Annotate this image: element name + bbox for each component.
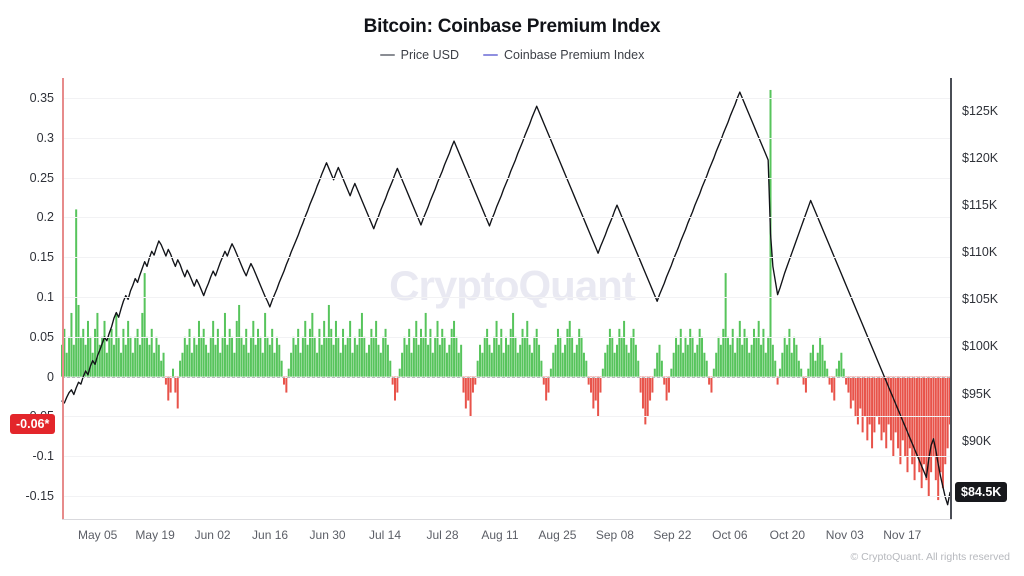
y-tick-right-7: $90K bbox=[962, 433, 992, 448]
y-tick-left-4: 0.15 bbox=[29, 250, 54, 265]
x-tick-12: Oct 20 bbox=[769, 528, 806, 542]
price-line bbox=[61, 91, 951, 506]
series-canvas bbox=[61, 89, 951, 506]
y-tick-left-1: 0.3 bbox=[36, 130, 54, 145]
y-tick-right-5: $100K bbox=[962, 339, 999, 354]
x-tick-2: Jun 02 bbox=[194, 528, 231, 542]
grid-line bbox=[62, 257, 950, 259]
x-tick-11: Oct 06 bbox=[712, 528, 748, 542]
y-tick-left-10: -0.15 bbox=[25, 489, 55, 504]
x-tick-7: Aug 11 bbox=[481, 528, 519, 542]
y-axis-left-line bbox=[62, 78, 64, 520]
x-tick-14: Nov 17 bbox=[883, 528, 922, 542]
grid-line bbox=[62, 177, 950, 179]
copyright-notice: © CryptoQuant. All rights reserved bbox=[850, 551, 1010, 563]
dash-icon bbox=[379, 54, 395, 56]
chart-legend: Price USD Coinbase Premium Index bbox=[0, 48, 1024, 62]
grid-line bbox=[62, 416, 950, 418]
y-tick-right-0: $125K bbox=[962, 103, 999, 118]
x-tick-8: Aug 25 bbox=[538, 528, 577, 542]
y-tick-left-5: 0.1 bbox=[36, 290, 54, 304]
y-tick-right-3: $110K bbox=[962, 245, 998, 260]
y-tick-right-1: $120K bbox=[962, 151, 999, 166]
x-tick-13: Nov 03 bbox=[825, 528, 864, 542]
grid-line bbox=[62, 336, 950, 338]
page-title: Bitcoin: Coinbase Premium Index bbox=[363, 16, 661, 37]
x-axis-line bbox=[62, 519, 952, 520]
premium-bars bbox=[61, 89, 951, 501]
grid-line bbox=[62, 456, 950, 458]
y-tick-right-4: $105K bbox=[962, 292, 999, 307]
legend-label-price: Price USD bbox=[400, 48, 459, 62]
x-tick-5: Jul 14 bbox=[368, 528, 402, 542]
y-tick-left-9: -0.1 bbox=[32, 449, 54, 464]
legend-item-premium[interactable]: Coinbase Premium Index bbox=[482, 48, 645, 62]
grid-line bbox=[62, 496, 950, 498]
zero-line bbox=[62, 376, 950, 378]
x-tick-4: Jun 30 bbox=[309, 528, 346, 542]
grid-line bbox=[62, 137, 950, 139]
x-tick-10: Sep 22 bbox=[653, 528, 692, 542]
y-axis-right-labels: $125K $120K $115K $110K $105K $100K $95K $90K bbox=[962, 0, 1024, 576]
y-tick-left-2: 0.25 bbox=[29, 170, 54, 185]
plot-area[interactable] bbox=[61, 78, 951, 516]
legend-item-price[interactable]: Price USD bbox=[379, 48, 459, 62]
y-tick-right-2: $115K bbox=[962, 198, 998, 213]
dash-icon bbox=[482, 54, 498, 56]
grid-line bbox=[62, 297, 950, 298]
y-axis-left-labels: 0.350.30.250.20.150.10.050-0.05-0.1-0.15 bbox=[0, 0, 55, 576]
x-tick-3: Jun 16 bbox=[252, 528, 289, 542]
y-tick-left-6: 0.05 bbox=[29, 329, 54, 344]
y-axis-right-line bbox=[950, 78, 952, 520]
grid-line bbox=[62, 97, 950, 99]
legend-label-premium: Coinbase Premium Index bbox=[503, 48, 645, 62]
premium-value-badge: -0.06* bbox=[10, 414, 56, 435]
y-tick-right-6: $95K bbox=[962, 386, 992, 401]
y-tick-left-3: 0.2 bbox=[36, 210, 54, 225]
price-value-badge: $84.5K bbox=[955, 482, 1008, 503]
grid-line bbox=[62, 217, 950, 219]
x-tick-9: Sep 08 bbox=[595, 528, 634, 542]
x-tick-6: Jul 28 bbox=[426, 528, 459, 542]
x-tick-0: May 05 bbox=[77, 528, 118, 542]
y-tick-left-7: 0 bbox=[47, 369, 54, 384]
x-tick-1: May 19 bbox=[135, 528, 175, 542]
y-tick-left-0: 0.35 bbox=[29, 90, 54, 105]
